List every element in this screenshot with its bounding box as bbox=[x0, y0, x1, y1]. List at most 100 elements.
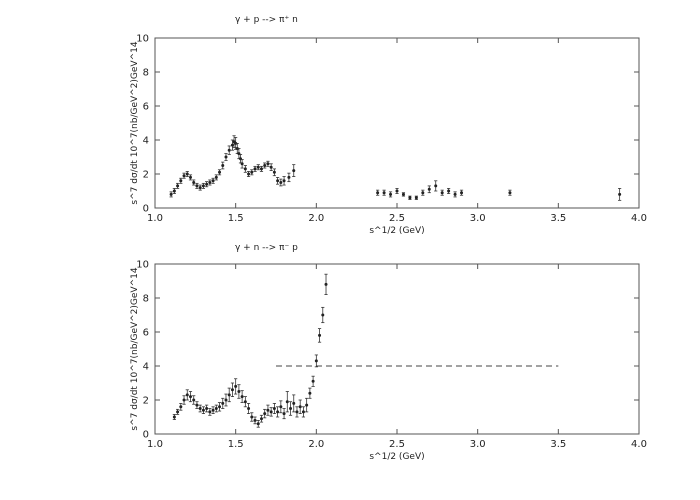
marker bbox=[230, 388, 234, 392]
y-tick-label: 8 bbox=[143, 68, 149, 79]
x-tick-label: 4.0 bbox=[631, 439, 647, 450]
y-axis-label: s^7 dσ/dt 10^7(nb/GeV^2)GeV^14 bbox=[130, 41, 140, 204]
marker bbox=[234, 141, 238, 145]
marker bbox=[253, 167, 257, 171]
y-tick-label: 10 bbox=[136, 260, 149, 271]
marker bbox=[279, 181, 283, 184]
data-point bbox=[276, 176, 280, 185]
marker bbox=[259, 417, 263, 421]
y-tick-label: 2 bbox=[143, 170, 149, 181]
x-tick-label: 3.5 bbox=[550, 439, 566, 450]
x-tick-label: 4.0 bbox=[631, 213, 647, 224]
chart-top: γ + p --> π⁺ n 1.0 1.5 2.0 2.5 3.0 3.5 4.0 0 2 4 6… bbox=[130, 15, 647, 236]
data-point bbox=[169, 191, 173, 198]
y-axis-label: s^7 dσ/dt 10^7(nb/GeV^2)GeV^14 bbox=[130, 267, 140, 430]
data-point bbox=[179, 177, 183, 184]
data-point bbox=[434, 180, 438, 192]
marker bbox=[208, 181, 212, 184]
marker bbox=[211, 179, 215, 183]
data-point bbox=[263, 162, 267, 169]
marker bbox=[311, 379, 315, 383]
marker bbox=[201, 408, 205, 412]
data-point bbox=[259, 165, 264, 172]
data-point bbox=[311, 375, 315, 387]
x-tick-label: 3.5 bbox=[550, 213, 566, 224]
chart-title: γ + p --> π⁺ n bbox=[235, 15, 298, 25]
marker bbox=[292, 169, 296, 173]
data-point bbox=[401, 192, 406, 197]
marker bbox=[243, 167, 247, 171]
data-point bbox=[230, 382, 235, 398]
marker bbox=[276, 179, 280, 183]
data-point bbox=[292, 394, 296, 413]
data-point bbox=[240, 390, 244, 403]
x-axis-label: s^1/2 (GeV) bbox=[369, 452, 424, 462]
data-point bbox=[234, 378, 238, 395]
data-point bbox=[205, 181, 209, 188]
marker bbox=[227, 148, 231, 152]
marker bbox=[414, 196, 418, 200]
marker bbox=[256, 165, 260, 169]
marker bbox=[618, 192, 622, 196]
marker bbox=[263, 412, 267, 416]
data-point bbox=[246, 402, 251, 415]
data-point bbox=[305, 397, 309, 413]
marker bbox=[318, 333, 322, 337]
marker bbox=[272, 170, 276, 174]
marker bbox=[408, 196, 412, 200]
marker bbox=[382, 191, 386, 195]
data-point bbox=[324, 273, 328, 296]
data-point bbox=[266, 404, 270, 416]
data-point bbox=[232, 135, 236, 149]
data-point bbox=[421, 189, 425, 196]
marker bbox=[250, 415, 254, 419]
y-tick-label: 8 bbox=[143, 294, 149, 305]
marker bbox=[205, 182, 209, 186]
marker bbox=[305, 403, 309, 407]
marker bbox=[192, 181, 196, 184]
marker bbox=[376, 191, 380, 195]
x-tick-label: 3.0 bbox=[470, 439, 486, 450]
data-point bbox=[308, 387, 312, 399]
marker bbox=[250, 170, 254, 174]
x-tick-label: 2.0 bbox=[308, 213, 324, 224]
marker bbox=[276, 410, 280, 414]
data-point bbox=[250, 169, 254, 176]
data-point bbox=[188, 391, 193, 403]
data-point bbox=[285, 391, 289, 413]
data-point bbox=[201, 182, 205, 189]
marker bbox=[266, 408, 270, 412]
marker bbox=[427, 187, 431, 191]
marker bbox=[240, 395, 244, 399]
marker bbox=[287, 175, 291, 179]
data-point bbox=[237, 384, 241, 399]
data-point bbox=[227, 387, 231, 403]
data-point bbox=[317, 328, 322, 343]
marker bbox=[221, 164, 225, 167]
data-point bbox=[185, 171, 189, 177]
marker bbox=[208, 410, 212, 414]
y-tick-label: 4 bbox=[143, 136, 149, 147]
marker bbox=[508, 191, 512, 195]
data-point bbox=[618, 188, 622, 201]
y-tick-label: 10 bbox=[136, 34, 149, 45]
data-point bbox=[263, 408, 267, 419]
marker bbox=[179, 179, 183, 183]
data-point bbox=[214, 404, 218, 413]
y-tick-label: 2 bbox=[143, 396, 149, 407]
marker bbox=[198, 186, 202, 190]
marker bbox=[269, 165, 273, 169]
marker bbox=[237, 390, 241, 393]
x-tick-label: 1.5 bbox=[228, 213, 244, 224]
marker bbox=[224, 398, 228, 402]
data-point bbox=[301, 406, 306, 418]
data-point bbox=[221, 161, 225, 170]
marker bbox=[321, 313, 325, 317]
marker bbox=[188, 175, 192, 179]
data-point bbox=[272, 402, 276, 415]
marker bbox=[240, 162, 244, 166]
data-point bbox=[214, 174, 218, 181]
data-point bbox=[279, 400, 283, 414]
data-point bbox=[408, 195, 412, 200]
